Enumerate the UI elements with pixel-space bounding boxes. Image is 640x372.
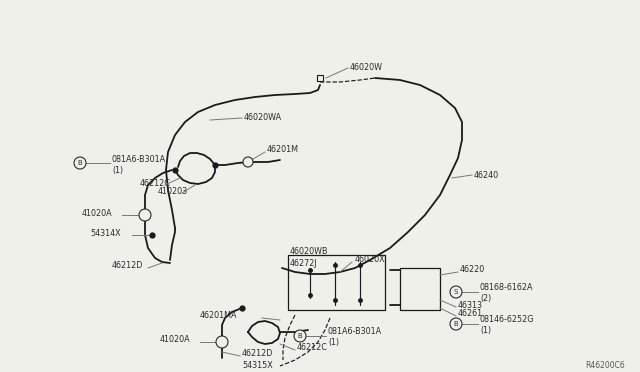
Text: (1): (1) (112, 166, 123, 174)
Text: 46020WB: 46020WB (290, 247, 328, 257)
Text: 46020W: 46020W (350, 64, 383, 73)
FancyBboxPatch shape (317, 75, 323, 81)
Circle shape (74, 157, 86, 169)
Circle shape (243, 157, 253, 167)
Text: 46212D: 46212D (112, 262, 143, 270)
Text: 46240: 46240 (474, 170, 499, 180)
Text: (1): (1) (480, 327, 491, 336)
Text: 46220: 46220 (460, 266, 485, 275)
Text: 08146-6252G: 08146-6252G (480, 315, 534, 324)
Text: 46212C: 46212C (297, 343, 328, 353)
Text: 46201MA: 46201MA (200, 311, 237, 321)
Text: 46201M: 46201M (267, 145, 299, 154)
Text: 46272J: 46272J (290, 259, 317, 267)
Text: 54314X: 54314X (90, 228, 120, 237)
Text: (2): (2) (480, 295, 492, 304)
Text: 46020WA: 46020WA (244, 113, 282, 122)
Text: 41020A: 41020A (82, 208, 113, 218)
Text: 46212D: 46212D (242, 350, 273, 359)
Text: 08168-6162A: 08168-6162A (480, 283, 534, 292)
Circle shape (216, 336, 228, 348)
Circle shape (450, 286, 462, 298)
Text: R46200C6: R46200C6 (585, 362, 625, 371)
Text: 46020X: 46020X (355, 256, 386, 264)
Text: 46261: 46261 (458, 310, 483, 318)
Text: 410203: 410203 (158, 186, 188, 196)
Circle shape (139, 209, 151, 221)
Text: B: B (77, 160, 83, 166)
Text: (1): (1) (328, 339, 339, 347)
Text: 46313: 46313 (458, 301, 483, 310)
Text: S: S (454, 289, 458, 295)
Text: 54315X: 54315X (242, 360, 273, 369)
Text: 081A6-B301A: 081A6-B301A (328, 327, 382, 337)
Circle shape (450, 318, 462, 330)
Text: B: B (298, 333, 302, 339)
Circle shape (294, 330, 306, 342)
Text: 46212C: 46212C (140, 179, 171, 187)
Text: 41020A: 41020A (160, 336, 191, 344)
Text: B: B (454, 321, 458, 327)
Text: 081A6-B301A: 081A6-B301A (112, 154, 166, 164)
